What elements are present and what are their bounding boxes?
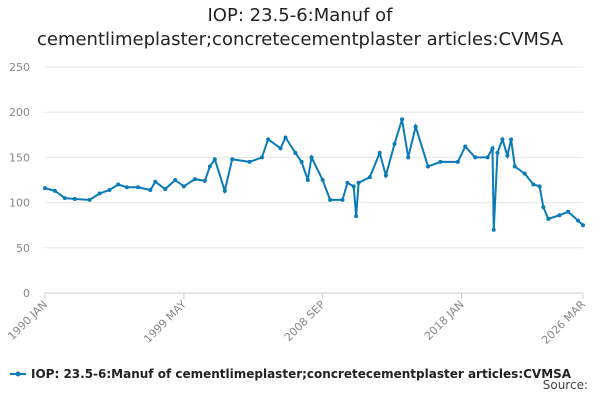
x-tick-label: 1990 JAN (5, 298, 50, 343)
data-point (299, 159, 304, 164)
data-line (44, 119, 584, 230)
data-point (576, 218, 581, 223)
data-point (62, 196, 67, 201)
data-point (305, 178, 310, 182)
data-point (309, 155, 314, 160)
data-point (392, 141, 397, 146)
data-point (212, 157, 217, 162)
data-point (107, 187, 112, 192)
y-tick-label: 150 (9, 151, 30, 164)
data-point (328, 197, 333, 202)
data-point (116, 182, 121, 187)
data-point (500, 137, 505, 142)
source: Source: (543, 378, 588, 392)
data-point (383, 173, 388, 178)
data-point (509, 137, 514, 142)
data-point (97, 191, 102, 196)
data-point (463, 144, 468, 149)
data-point (351, 184, 356, 189)
data-point (512, 164, 517, 169)
data-point (531, 182, 536, 187)
data-point (581, 223, 585, 228)
data-point (52, 188, 57, 193)
data-point (340, 197, 345, 202)
data-point (537, 184, 542, 189)
data-point (345, 180, 350, 185)
data-point (135, 185, 140, 190)
data-point (413, 124, 418, 129)
chart-title: IOP: 23.5-6:Manuf of cementlimeplaster;c… (36, 5, 564, 50)
data-point (72, 196, 77, 201)
data-point (485, 155, 490, 160)
data-point (181, 184, 186, 189)
data-point (192, 177, 197, 182)
data-point (546, 216, 551, 221)
data-point (278, 146, 283, 151)
data-point (367, 175, 372, 180)
data-point (455, 159, 460, 164)
data-point (283, 135, 288, 140)
legend-marker (15, 371, 21, 377)
data-point (148, 187, 153, 192)
data-point (356, 180, 361, 185)
data-point (473, 155, 478, 160)
y-tick-label: 0 (23, 287, 30, 300)
y-tick-label: 100 (9, 197, 30, 210)
data-point (491, 227, 496, 232)
data-point (557, 213, 562, 218)
y-tick-label: 200 (9, 106, 30, 119)
data-point (43, 186, 47, 191)
x-tick-label: 2026 MAR (539, 298, 588, 347)
x-tick-label: 1999 MAY (141, 298, 189, 346)
data-point (490, 146, 495, 151)
data-point (426, 164, 431, 169)
data-point (247, 159, 252, 164)
data-point (400, 117, 405, 122)
data-point (87, 197, 92, 202)
legend-text: IOP: 23.5-6:Manuf of cementlimeplaster;c… (31, 367, 572, 381)
y-tick-label: 250 (9, 61, 30, 74)
data-point (495, 150, 500, 155)
data-point (320, 178, 325, 182)
data-point (222, 188, 227, 193)
data-point (153, 179, 158, 184)
data-point (406, 155, 411, 160)
data-point (377, 150, 382, 155)
data-point (438, 159, 443, 164)
y-tick-label: 50 (16, 242, 30, 255)
data-point (173, 178, 178, 182)
data-point (207, 164, 212, 169)
data-point (566, 209, 571, 214)
data-point (293, 150, 298, 155)
data-point (541, 205, 546, 210)
data-point (230, 157, 235, 162)
data-point (124, 185, 129, 190)
data-point (354, 214, 359, 219)
data-point (202, 178, 207, 183)
data-point (266, 137, 271, 142)
data-point (259, 155, 264, 160)
data-point (522, 171, 527, 176)
data-point (505, 153, 510, 158)
data-point (163, 187, 168, 192)
x-tick-label: 2008 SEP (282, 298, 328, 344)
x-tick-label: 2018 JAN (422, 298, 467, 343)
